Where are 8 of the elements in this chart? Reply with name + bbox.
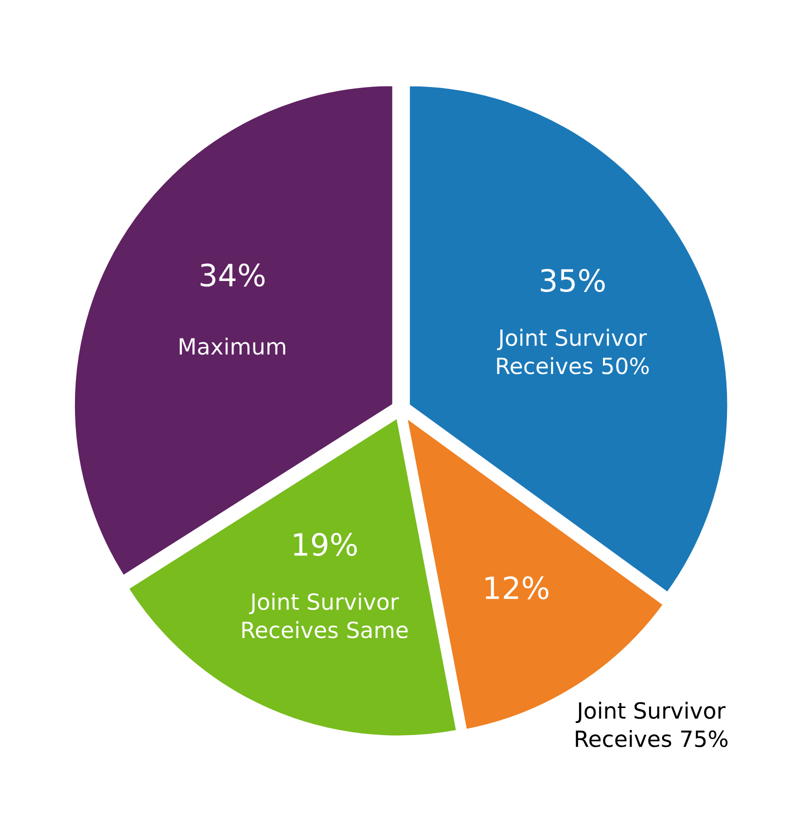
slice-label: Joint Survivor Receives 75%	[576, 702, 728, 748]
data-label: 19%	[294, 532, 357, 556]
data-label: 34%	[200, 264, 265, 287]
data-label: 35%	[540, 268, 605, 292]
slice-label: Maximum	[180, 338, 286, 355]
slice-label: Joint Survivor Receives Same	[242, 592, 408, 638]
data-label: 12%	[486, 576, 548, 600]
slice-label: Joint Survivor Receives 50%	[496, 328, 649, 374]
